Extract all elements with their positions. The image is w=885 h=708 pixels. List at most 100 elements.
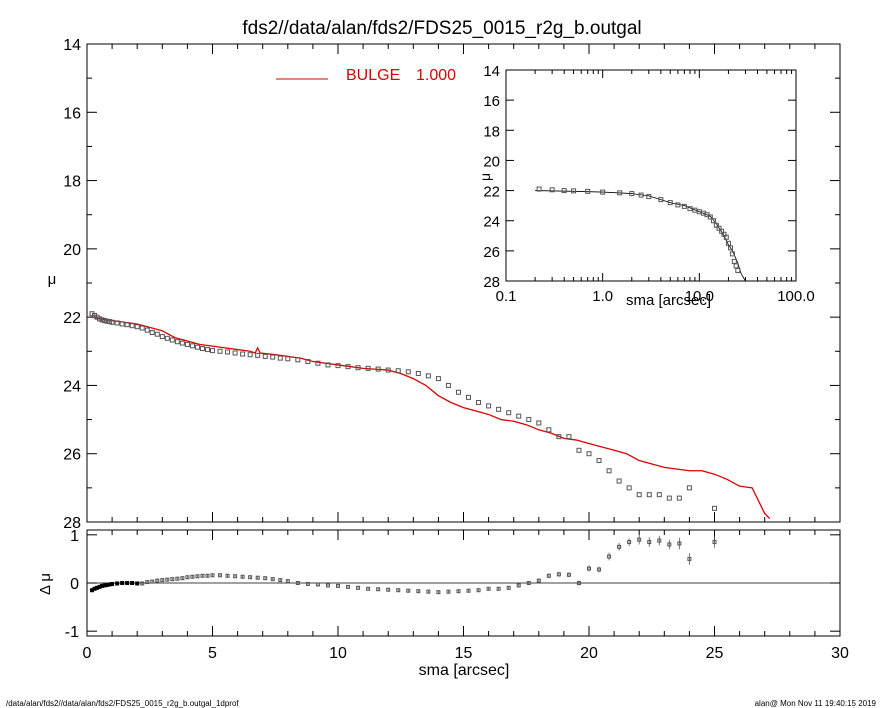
data-point — [486, 403, 492, 409]
data-point — [285, 356, 291, 362]
residual-point — [270, 577, 275, 582]
data-point — [626, 485, 632, 491]
residual-point — [315, 582, 320, 587]
inset-data-point — [675, 202, 681, 208]
data-point — [217, 348, 223, 354]
data-point — [104, 318, 110, 324]
data-point — [536, 420, 542, 426]
data-point — [556, 434, 562, 440]
data-point — [270, 354, 276, 360]
data-point — [656, 492, 662, 498]
residual-point — [155, 578, 160, 583]
data-point — [184, 341, 190, 347]
data-point — [277, 355, 283, 361]
residual-point — [456, 589, 461, 594]
inset-y-tick-label: 14 — [483, 63, 500, 80]
main-y-tick-label: 16 — [63, 105, 81, 122]
residual-point — [687, 556, 692, 561]
data-point — [466, 394, 472, 400]
data-point — [526, 417, 532, 423]
data-point — [445, 382, 451, 388]
residual-point — [516, 583, 521, 588]
inset-data-point — [727, 245, 733, 251]
data-point — [124, 322, 130, 328]
inset-x-tick-label: 0.1 — [496, 288, 517, 305]
data-point — [496, 406, 502, 412]
x-tick-label: 5 — [208, 645, 217, 662]
residual-point — [255, 575, 260, 580]
residual-y-tick-label: 0 — [70, 576, 79, 593]
data-point — [425, 373, 431, 379]
residual-point — [406, 588, 411, 593]
inset-data-point — [600, 189, 606, 195]
residual-point — [150, 579, 155, 584]
data-point — [225, 349, 231, 355]
data-point — [305, 359, 311, 365]
residual-point — [617, 544, 622, 549]
inset-data-point — [687, 206, 693, 212]
residual-point — [240, 574, 245, 579]
data-point — [666, 495, 672, 501]
residual-point — [295, 581, 300, 585]
inset-data-point — [571, 188, 577, 194]
data-point — [159, 334, 165, 340]
residual-point — [476, 588, 481, 593]
data-point — [636, 492, 642, 498]
residual-point — [446, 589, 451, 594]
main-y-tick-label: 26 — [63, 447, 81, 464]
data-point — [546, 427, 552, 433]
x-tick-label: 25 — [706, 645, 724, 662]
inset-y-tick-label: 18 — [483, 123, 500, 140]
residual-point — [285, 579, 290, 584]
data-point — [315, 360, 321, 366]
residual-point — [637, 537, 642, 542]
data-point — [240, 351, 246, 357]
data-point — [134, 324, 140, 330]
data-point — [164, 335, 170, 341]
inset-data-point — [658, 197, 664, 203]
main-y-tick-label: 28 — [63, 515, 81, 532]
inset-y-tick-label: 24 — [483, 214, 500, 231]
bulge-model-line — [91, 316, 771, 520]
data-point — [99, 317, 105, 323]
data-point — [586, 451, 592, 457]
residual-point — [190, 574, 195, 579]
residual-point — [160, 578, 165, 583]
data-point — [174, 339, 180, 345]
residual-point — [110, 581, 115, 586]
x-tick-label: 20 — [580, 645, 598, 662]
residual-point — [165, 577, 170, 582]
inset-plot-frame — [505, 69, 797, 282]
residual-point — [185, 575, 190, 580]
data-point — [295, 357, 301, 363]
inset-data-point — [725, 240, 731, 246]
residual-point — [376, 587, 381, 592]
residual-point — [712, 540, 717, 545]
residual-point — [145, 580, 150, 585]
data-point — [179, 340, 185, 346]
inset-data-point — [707, 214, 713, 220]
x-tick-label: 10 — [329, 645, 347, 662]
residual-point — [336, 583, 340, 588]
data-point — [144, 327, 150, 333]
inset-data-point — [629, 191, 635, 197]
data-point — [107, 319, 113, 325]
data-point — [262, 353, 268, 359]
residual-point — [120, 581, 125, 585]
residual-point — [115, 581, 120, 586]
data-point — [606, 468, 612, 474]
residual-y-tick-label: 1 — [70, 528, 79, 545]
residual-point — [436, 590, 441, 595]
residual-point — [466, 588, 471, 593]
residual-point — [677, 541, 682, 546]
residual-point — [210, 573, 215, 578]
residual-point — [356, 585, 361, 590]
residual-y-axis-label: Δ μ — [37, 573, 54, 595]
residual-point — [526, 581, 531, 585]
inset-data-point — [561, 188, 567, 194]
inset-x-tick-label: 1.0 — [592, 288, 613, 305]
residual-point — [225, 573, 230, 578]
residual-point — [305, 581, 310, 586]
main-y-tick-label: 24 — [63, 378, 81, 395]
data-point — [335, 363, 341, 369]
